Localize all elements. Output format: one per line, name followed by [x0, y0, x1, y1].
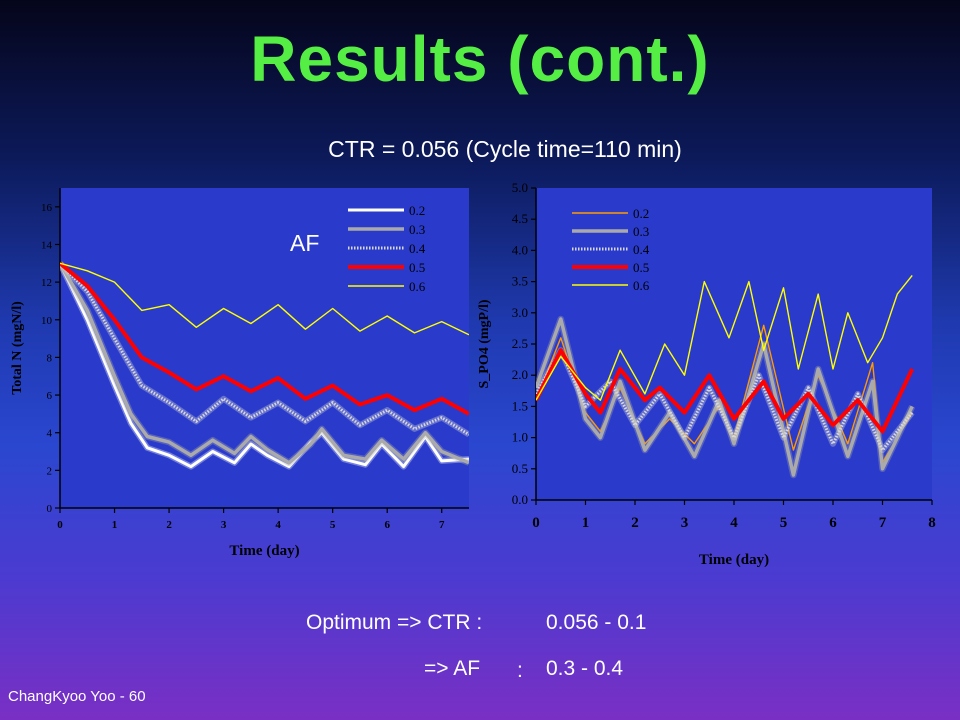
s-po4-legend-label-0-4: 0.4 — [633, 242, 650, 257]
s-po4-y-tick-label: 0.5 — [512, 461, 528, 476]
s-po4-series-0-5 — [536, 348, 915, 434]
s-po4-y-tick-label: 4.5 — [512, 211, 528, 226]
s-po4-series-0-4 — [536, 348, 914, 452]
total-n-y-axis-label: Total N (mgN/l) — [10, 301, 25, 395]
s-po4-x-tick-label: 3 — [681, 515, 689, 531]
total-n-legend-label-0-2: 0.2 — [409, 203, 425, 218]
total-n-x-tick-label: 3 — [221, 519, 227, 531]
s-po4-x-axis-label: Time (day) — [699, 552, 769, 568]
slide-credit: ChangKyoo Yoo - 60 — [8, 688, 146, 705]
total-n-series-0-4 — [60, 262, 469, 436]
optimum-af-prefix: => AF — [424, 657, 481, 680]
s-po4-y-tick-label: 3.5 — [512, 274, 528, 289]
total-n-series-0-3 — [60, 262, 469, 465]
total-n-x-tick-label: 4 — [275, 519, 281, 531]
s-po4-x-tick-label: 2 — [631, 515, 639, 531]
total-n-legend-label-0-4: 0.4 — [409, 241, 426, 256]
s-po4-legend-label-0-3: 0.3 — [633, 224, 649, 239]
total-n-x-tick-label: 2 — [166, 519, 172, 531]
s-po4-y-tick-label: 1.0 — [512, 430, 528, 445]
total-n-y-tick-label: 4 — [47, 428, 53, 440]
s-po4-series-0-3 — [536, 317, 914, 477]
s-po4-plot-area — [536, 188, 932, 500]
s-po4-chart: 0.0 0.5 1.0 1.5 2.0 2.5 3.0 3.5 4.0 4.5 5.0 0 1 2 3 4 5 6… — [477, 180, 936, 568]
total-n-y-tick-label: 6 — [47, 390, 53, 402]
total-n-series-0-2 — [60, 262, 469, 469]
s-po4-y-axis-label: S_PO4 (mgP/l) — [477, 299, 492, 388]
s-po4-legend-label-0-2: 0.2 — [633, 206, 649, 221]
s-po4-x-tick-label: 6 — [829, 515, 837, 531]
total-n-y-tick-label: 8 — [47, 352, 53, 364]
s-po4-x-tick-label: 4 — [730, 515, 738, 531]
total-n-x-tick-label: 1 — [112, 519, 118, 531]
total-n-y-tick-label: 16 — [41, 202, 53, 214]
total-n-x-tick-label: 7 — [439, 519, 445, 531]
total-n-series-0-5 — [60, 261, 469, 416]
af-label: AF — [290, 230, 320, 256]
s-po4-x-tick-label: 8 — [928, 515, 936, 531]
total-n-y-tick-label: 14 — [41, 239, 53, 251]
s-po4-y-tick-label: 5.0 — [512, 180, 528, 195]
total-n-y-tick-label: 0 — [47, 503, 53, 515]
s-po4-x-tick-label: 1 — [582, 515, 590, 531]
s-po4-y-tick-label: 2.5 — [512, 336, 528, 351]
total-n-x-axis-label: Time (day) — [229, 543, 299, 559]
slide-title: Results (cont.) — [250, 23, 710, 95]
total-n-x-tick-label: 6 — [384, 519, 390, 531]
s-po4-y-tick-label: 4.0 — [512, 242, 528, 257]
s-po4-y-tick-label: 1.5 — [512, 398, 528, 413]
s-po4-x-tick-label: 0 — [532, 515, 540, 531]
s-po4-legend-label-0-5: 0.5 — [633, 260, 649, 275]
total-n-legend-label-0-6: 0.6 — [409, 279, 426, 294]
s-po4-x-tick-label: 5 — [780, 515, 788, 531]
s-po4-y-tick-label: 3.0 — [512, 305, 528, 320]
optimum-af-colon: : — [517, 659, 523, 682]
total-n-series-0-6 — [60, 262, 469, 336]
s-po4-y-tick-label: 0.0 — [512, 492, 528, 507]
total-n-x-tick-label: 5 — [330, 519, 336, 531]
total-n-x-tick-label: 0 — [57, 519, 63, 531]
total-n-y-tick-label: 12 — [41, 277, 52, 289]
s-po4-x-tick-label: 7 — [879, 515, 887, 531]
total-n-legend-label-0-3: 0.3 — [409, 222, 425, 237]
slide-subtitle: CTR = 0.056 (Cycle time=110 min) — [328, 136, 682, 162]
s-po4-legend-label-0-6: 0.6 — [633, 278, 650, 293]
total-n-y-tick-label: 10 — [41, 315, 53, 327]
s-po4-y-tick-label: 2.0 — [512, 367, 528, 382]
optimum-ctr-value: 0.056 - 0.1 — [546, 611, 647, 634]
total-n-legend-label-0-5: 0.5 — [409, 260, 425, 275]
optimum-ctr-prefix: Optimum => CTR : — [306, 611, 483, 634]
total-n-y-tick-label: 2 — [47, 465, 53, 477]
s-po4-series-0-6 — [536, 274, 913, 401]
optimum-af-value: 0.3 - 0.4 — [546, 657, 624, 680]
